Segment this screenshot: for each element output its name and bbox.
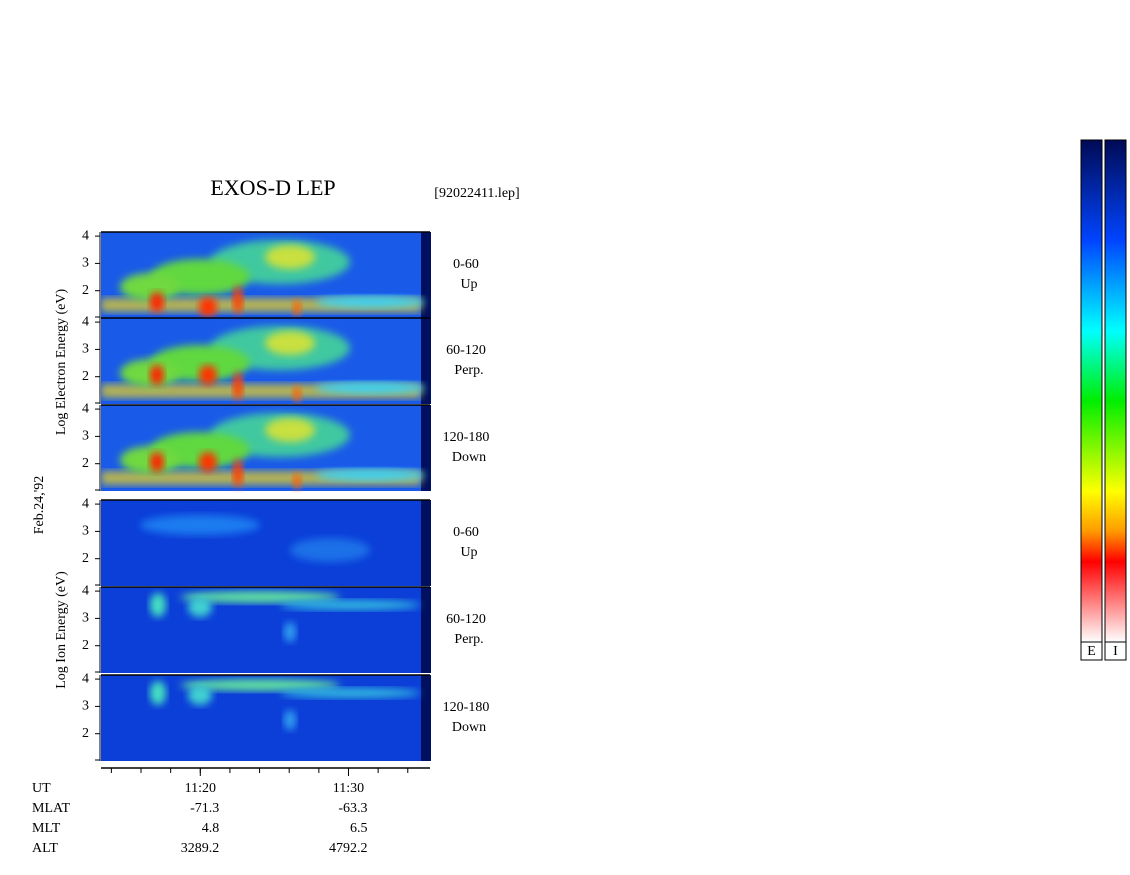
spectrogram-feature: [199, 365, 217, 385]
spectrogram-feature: [199, 297, 217, 317]
spectrogram-feature: [120, 273, 180, 301]
spectrogram-feature: [188, 685, 212, 705]
edge-strip: [421, 318, 431, 404]
y-tick-label: 3: [82, 699, 89, 714]
row-value: 6.5: [350, 821, 368, 836]
y-tick-label: 3: [82, 256, 89, 271]
spectrogram-feature: [233, 459, 243, 487]
spectrogram-feature: [280, 688, 420, 698]
row-value: 4792.2: [329, 841, 368, 856]
panel-angle: 60-120: [446, 612, 486, 627]
color-bar-label-box: [1104, 641, 1127, 661]
spectrogram-feature: [233, 372, 243, 400]
row-value: -71.3: [190, 801, 219, 816]
row-name: MLT: [32, 821, 61, 836]
edge-strip: [421, 587, 431, 673]
spectrogram-feature: [180, 591, 340, 603]
spectrogram-feature: [293, 386, 301, 402]
y-axis-label: Log Electron Energy (eV): [54, 289, 69, 436]
spectrogram-feature: [284, 710, 296, 730]
x-tick-label: 11:20: [185, 781, 216, 796]
color-bar: [1104, 139, 1127, 643]
y-tick-label: 4: [82, 583, 89, 598]
panel-direction: Perp.: [454, 632, 483, 647]
file-name: [92022411.lep]: [434, 186, 519, 201]
spectrogram-feature: [150, 593, 166, 617]
spectrogram-feature: [150, 452, 164, 472]
spectrogram-feature: [315, 296, 425, 308]
spectrogram-feature: [120, 446, 180, 474]
row-value: 3289.2: [181, 841, 220, 856]
y-tick-label: 4: [82, 496, 89, 511]
row-name: UT: [32, 781, 51, 796]
spectrogram-feature: [280, 600, 420, 610]
spectrogram-feature: [150, 292, 164, 312]
edge-strip: [421, 232, 431, 318]
panel-angle: 60-120: [446, 343, 486, 358]
edge-strip: [421, 405, 431, 491]
y-tick-label: 2: [82, 456, 89, 471]
spectrogram-feature: [188, 597, 212, 617]
panel-angle: 120-180: [443, 700, 490, 715]
y-tick-label: 2: [82, 551, 89, 566]
y-tick-label: 3: [82, 524, 89, 539]
row-name: MLAT: [32, 801, 71, 816]
date: Feb.24,'92: [32, 476, 47, 535]
y-tick-label: 2: [82, 726, 89, 741]
spectrogram-feature: [120, 359, 180, 387]
y-tick-label: 2: [82, 638, 89, 653]
edge-strip: [421, 500, 431, 586]
color-bar-label: E: [1087, 644, 1096, 659]
x-tick-label: 11:30: [333, 781, 364, 796]
spectrogram-bg: [101, 500, 430, 586]
spectrogram-feature: [150, 365, 164, 385]
y-tick-label: 3: [82, 342, 89, 357]
row-name: ALT: [32, 841, 58, 856]
panel-direction: Up: [460, 545, 477, 560]
title: EXOS-D LEP: [210, 175, 335, 200]
y-tick-label: 4: [82, 671, 89, 686]
panel-direction: Up: [460, 277, 477, 292]
spectrogram-feature: [284, 622, 296, 642]
spectrogram-feature: [293, 473, 301, 489]
spectrogram-feature: [315, 382, 425, 394]
spectrogram-feature: [265, 418, 315, 442]
y-tick-label: 2: [82, 283, 89, 298]
edge-strip: [421, 675, 431, 761]
panel-direction: Perp.: [454, 363, 483, 378]
row-value: 4.8: [202, 821, 220, 836]
y-tick-label: 4: [82, 314, 89, 329]
spectrogram-feature: [199, 452, 217, 472]
spectrogram-feature: [233, 286, 243, 314]
spectrogram-feature: [140, 515, 260, 535]
spectrogram-feature: [265, 245, 315, 269]
y-tick-label: 2: [82, 369, 89, 384]
spectrogram-feature: [315, 469, 425, 481]
color-bar-label: I: [1113, 644, 1118, 659]
panel-direction: Down: [452, 450, 486, 465]
panel-direction: Down: [452, 720, 486, 735]
spectrogram-feature: [265, 331, 315, 355]
spectrogram-feature: [150, 681, 166, 705]
y-tick-label: 4: [82, 228, 89, 243]
y-tick-label: 4: [82, 401, 89, 416]
panel-angle: 0-60: [453, 257, 479, 272]
row-value: -63.3: [338, 801, 367, 816]
spectrogram-feature: [180, 679, 340, 691]
panel-angle: 120-180: [443, 430, 490, 445]
color-bar: [1080, 139, 1103, 643]
y-tick-label: 3: [82, 611, 89, 626]
y-tick-label: 3: [82, 429, 89, 444]
color-bar-label-box: [1080, 641, 1103, 661]
spectrogram-feature: [293, 300, 301, 316]
spectrogram-feature: [290, 538, 370, 562]
y-axis-label: Log Ion Energy (eV): [54, 571, 69, 689]
panel-angle: 0-60: [453, 525, 479, 540]
